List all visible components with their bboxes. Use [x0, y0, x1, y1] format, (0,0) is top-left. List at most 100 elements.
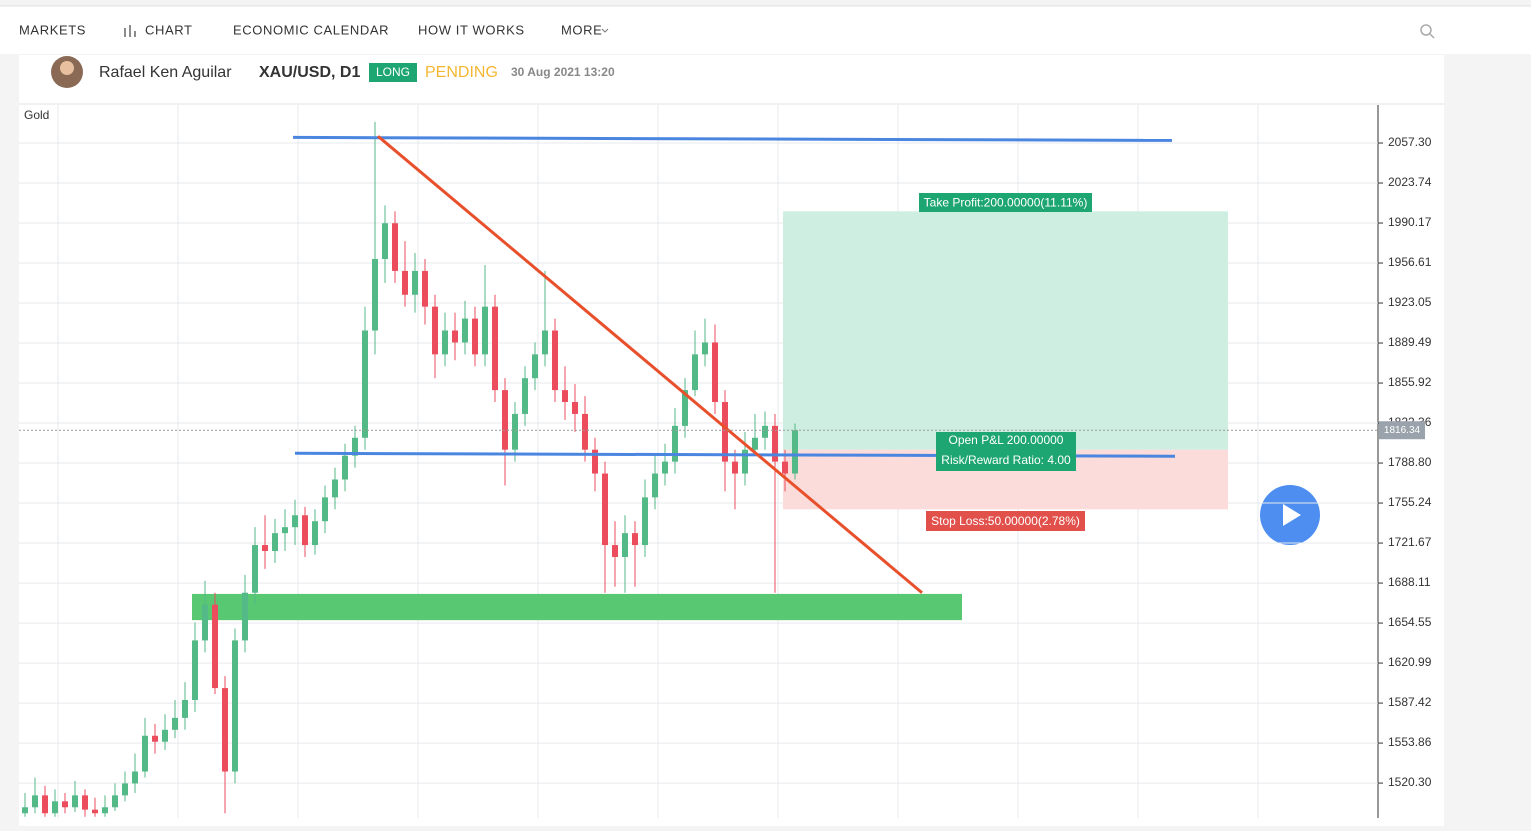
y-tick-label: 2023.74 — [1388, 175, 1432, 189]
nav-item[interactable]: MORE — [561, 22, 602, 37]
candle-body — [42, 795, 48, 814]
candle-body — [152, 735, 158, 742]
candle-body — [662, 461, 668, 474]
candle-body — [392, 223, 398, 271]
candle-body — [32, 795, 38, 808]
author[interactable]: Rafael Ken Aguilar — [99, 64, 232, 81]
candle-body — [222, 688, 228, 772]
candle-body — [62, 801, 68, 808]
y-tick-label: 1855.92 — [1388, 375, 1432, 389]
nav-item[interactable]: MARKETS — [19, 22, 86, 37]
candle-body — [372, 258, 378, 331]
y-tick-label: 1889.49 — [1388, 335, 1432, 349]
y-tick-label: 1587.42 — [1388, 695, 1432, 709]
candle-body — [452, 330, 458, 343]
y-tick-label: 1553.86 — [1388, 735, 1432, 749]
avatar-face — [60, 61, 74, 75]
candle-body — [112, 795, 118, 808]
candle-body — [782, 461, 788, 474]
candle-body — [632, 533, 638, 546]
candle-body — [332, 479, 338, 498]
candle-body — [482, 306, 488, 355]
candle-body — [312, 521, 318, 546]
take-profit-label-box — [919, 193, 1092, 212]
candle-body — [102, 807, 108, 814]
candle-body — [272, 533, 278, 552]
candle-body — [432, 306, 438, 355]
candle-body — [572, 402, 578, 414]
candle-body — [672, 425, 678, 462]
candle-body — [352, 437, 358, 456]
candle-body — [322, 497, 328, 522]
candle-body — [242, 592, 248, 641]
y-tick-label: 1956.61 — [1388, 255, 1432, 269]
play-icon — [1283, 504, 1301, 526]
candle-body — [92, 809, 98, 814]
y-tick-label: 1620.99 — [1388, 655, 1432, 669]
candle-body — [502, 390, 508, 450]
candle-body — [642, 497, 648, 546]
chevron — [601, 28, 609, 33]
candle-body — [302, 515, 308, 546]
candle-body — [652, 473, 658, 498]
candle-body — [792, 430, 798, 474]
candle-body — [532, 354, 538, 379]
candle-body — [252, 545, 258, 593]
candle-body — [202, 604, 208, 641]
status: PENDING — [425, 64, 498, 81]
candle-body — [472, 318, 478, 355]
take-profit-zone — [783, 211, 1228, 450]
nav-item[interactable]: HOW IT WORKS — [418, 22, 525, 37]
candle-body — [762, 425, 768, 438]
candle-body — [462, 318, 468, 343]
y-tick-label: 1654.55 — [1388, 615, 1432, 629]
trendline — [377, 135, 923, 594]
pnl-box — [936, 432, 1076, 471]
candle-body — [692, 354, 698, 391]
candle-body — [612, 545, 618, 557]
y-tick-label: 1923.05 — [1388, 295, 1432, 309]
direction-badge — [369, 63, 417, 82]
right-strip — [1444, 55, 1531, 826]
y-tick-label: 1721.67 — [1388, 535, 1432, 549]
nav-item[interactable]: ECONOMIC CALENDAR — [233, 22, 389, 37]
stop-loss-label: Stop Loss:50.00000(2.78%) — [931, 514, 1080, 528]
candle-body — [82, 795, 88, 810]
candle-body — [142, 735, 148, 772]
candle-body — [742, 449, 748, 474]
candle-body — [582, 413, 588, 450]
candle-body — [122, 783, 128, 796]
search-icon[interactable] — [1420, 24, 1435, 39]
candle-body — [342, 455, 348, 480]
resistance-line — [292, 135, 1173, 142]
candle-body — [402, 270, 408, 295]
candle-body — [232, 640, 238, 772]
candle-body — [752, 437, 758, 450]
nav-item[interactable]: CHART — [145, 22, 193, 37]
candle-body — [712, 342, 718, 403]
candle-body — [542, 330, 548, 355]
candle-body — [602, 473, 608, 546]
candle-body — [182, 700, 188, 718]
plot-area — [22, 121, 1228, 817]
chart-title: Gold — [24, 108, 49, 122]
y-tick-label: 1520.30 — [1388, 775, 1432, 789]
date: 30 Aug 2021 13:20 — [511, 65, 615, 79]
candle-body — [262, 545, 268, 552]
candle-body — [282, 527, 288, 534]
candle-body — [292, 515, 298, 528]
candle-body — [682, 390, 688, 426]
candle-body — [162, 729, 168, 742]
chart-icon — [124, 25, 136, 37]
pnl-label: Open P&L 200.00000 — [949, 433, 1064, 447]
candle-body — [512, 413, 518, 450]
candle-body — [552, 330, 558, 391]
stop-loss-label-box — [926, 511, 1085, 531]
candle-body — [362, 330, 368, 438]
nav-bar — [0, 6, 1531, 54]
candle-body — [412, 270, 418, 295]
price-tag-label: 1816.34 — [1384, 425, 1421, 436]
y-tick-label: 1688.11 — [1388, 575, 1431, 589]
